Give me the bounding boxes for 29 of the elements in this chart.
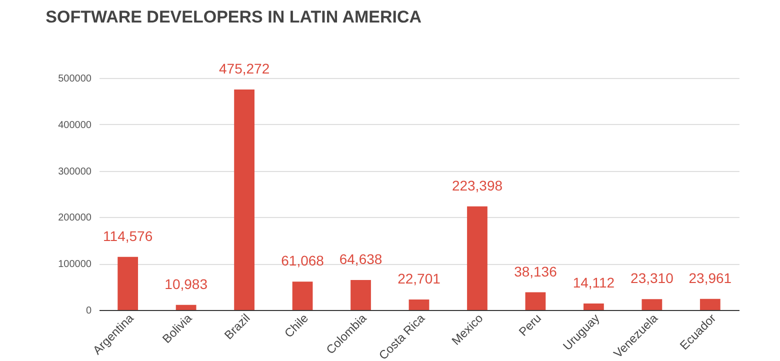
bar <box>176 304 196 310</box>
bar <box>292 282 313 310</box>
bar <box>350 280 371 310</box>
bar <box>234 89 254 310</box>
bar <box>584 303 604 310</box>
y-tick-label: 0 <box>86 306 92 316</box>
data-label: 23,310 <box>630 270 674 286</box>
bar <box>525 292 546 310</box>
data-label: 475,272 <box>218 60 270 76</box>
y-tick-label: 300000 <box>58 166 92 178</box>
data-label: 22,701 <box>398 270 441 286</box>
data-label: 114,576 <box>103 228 153 244</box>
bar <box>642 299 662 310</box>
y-tick-label: 500000 <box>58 74 92 84</box>
bar <box>467 206 488 310</box>
bar <box>118 256 138 310</box>
data-label: 14,112 <box>572 274 615 290</box>
y-tick-label: 200000 <box>58 212 92 224</box>
data-label: 10,983 <box>164 276 208 292</box>
data-label: 61,068 <box>281 252 324 269</box>
data-label: 223,398 <box>452 177 503 194</box>
y-tick-label: 400000 <box>58 120 92 131</box>
data-label: 64,638 <box>339 251 382 268</box>
bar <box>408 299 430 310</box>
data-label: 38,136 <box>514 263 558 280</box>
bar <box>700 298 720 310</box>
y-tick-label: 100000 <box>58 259 92 270</box>
data-label: 23,961 <box>688 270 732 286</box>
chart-title: SOFTWARE DEVELOPERS IN LATIN AMERICA <box>46 7 422 26</box>
